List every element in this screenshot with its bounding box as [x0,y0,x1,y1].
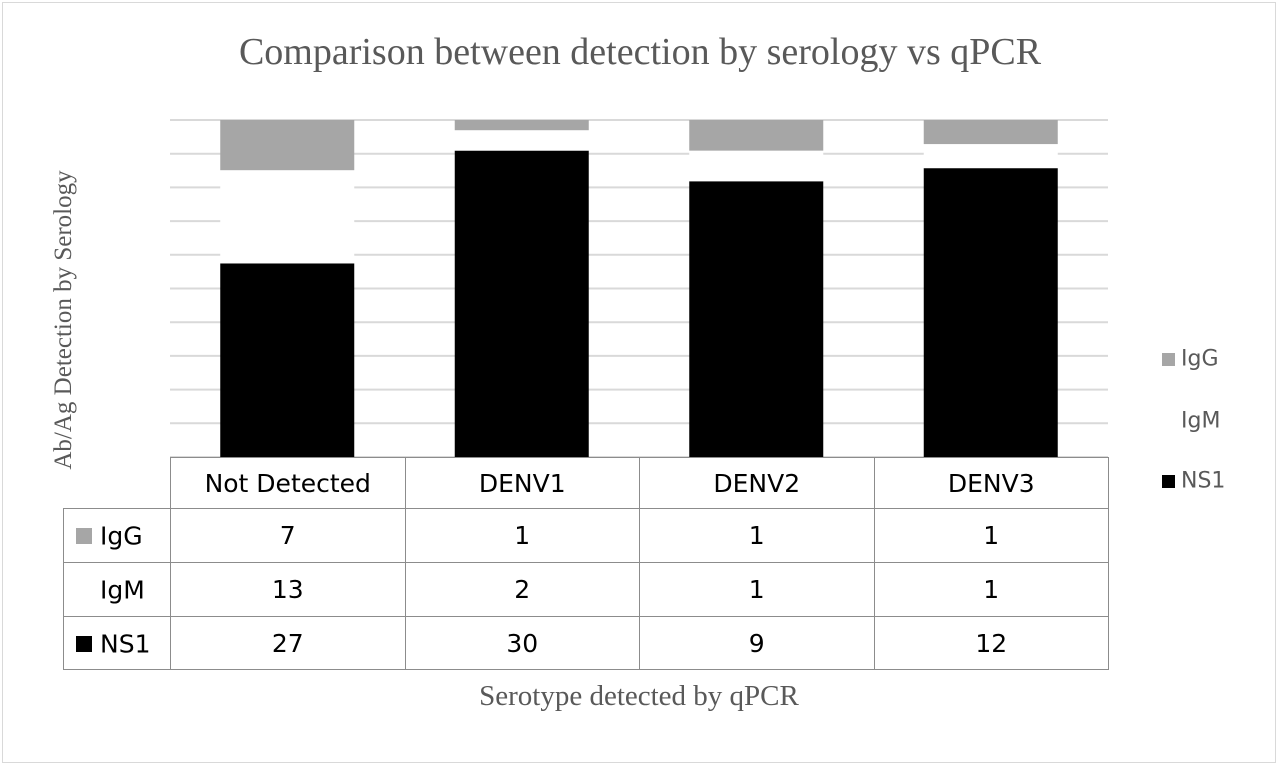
bar-igm-denv3 [923,144,1058,169]
bar-igg-denv3 [923,120,1058,145]
data-table-row-header-igm: IgM [63,562,171,617]
data-table-row-header-igg: IgG [63,508,171,563]
data-table-value-igg-not-detected: 7 [170,508,406,563]
legend-swatch-ns1 [1162,474,1175,488]
data-table-category-denv3: DENV3 [873,457,1109,509]
data-table-category-denv1: DENV1 [404,457,640,509]
bar-ns1-denv3 [923,168,1058,457]
legend-label-igg: IgG [1181,346,1219,372]
data-table-value-ns1-denv2: 9 [639,616,875,670]
data-table-row-igg: IgG 7 1 1 1 [63,508,1109,563]
data-table-category-not-detected: Not Detected [170,457,406,509]
legend-item-ns1: NS1 [1162,468,1225,494]
data-table-row-header-ns1: NS1 [63,616,171,670]
data-table-value-ns1-denv1: 30 [404,616,640,670]
bars [220,120,1058,458]
bar-igm-denv2 [689,150,824,182]
data-table-value-igg-denv2: 1 [639,508,875,563]
data-table-legend-key-igm [76,582,92,599]
data-table-row-ns1: NS1 27 30 9 12 [63,616,1109,670]
legend-swatch-igg [1162,352,1175,366]
data-table-value-ns1-denv3: 12 [873,616,1109,670]
bar-ns1-denv2 [689,181,824,458]
data-table-row-label-igm: IgM [100,575,145,605]
data-table-value-igg-denv1: 1 [404,508,640,563]
data-table-row-label-ns1: NS1 [100,629,151,659]
data-table-value-igm-not-detected: 13 [170,562,406,617]
bar-igg-denv1 [454,120,589,131]
bar-igm-denv1 [454,130,589,151]
bar-ns1-not-detected [220,263,355,457]
data-table: Not Detected DENV1 DENV2 DENV3 IgG 7 1 1 1 IgM 13… [63,457,1109,670]
chart-title: Comparison between detection by serology… [238,31,1042,73]
data-table-legend-key-ns1 [76,635,92,652]
data-table-corner [64,458,171,509]
data-table-row-label-igg: IgG [100,521,143,551]
bar-igg-not-detected [220,120,355,171]
bar-igg-denv2 [689,120,824,151]
data-table-value-igm-denv2: 1 [639,562,875,617]
legend-item-igm: IgM [1162,408,1220,434]
legend-label-igm: IgM [1181,408,1221,434]
data-table-legend-key-igg [76,528,92,545]
data-table-row-igm: IgM 13 2 1 1 [63,562,1109,617]
data-table-value-ns1-not-detected: 27 [170,616,406,670]
x-axis-label: Serotype detected by qPCR [479,680,799,712]
data-table-value-igm-denv3: 1 [873,562,1109,617]
data-table-header-row: Not Detected DENV1 DENV2 DENV3 [64,457,1109,509]
data-table-category-denv2: DENV2 [639,457,875,509]
legend-swatch-igm [1162,414,1175,428]
data-table-value-igg-denv3: 1 [873,508,1109,563]
bar-ns1-denv1 [454,150,589,458]
legend-label-ns1: NS1 [1181,468,1226,494]
bar-igm-not-detected [220,170,355,264]
legend-item-igg: IgG [1162,346,1219,372]
data-table-value-igm-denv1: 2 [404,562,640,617]
